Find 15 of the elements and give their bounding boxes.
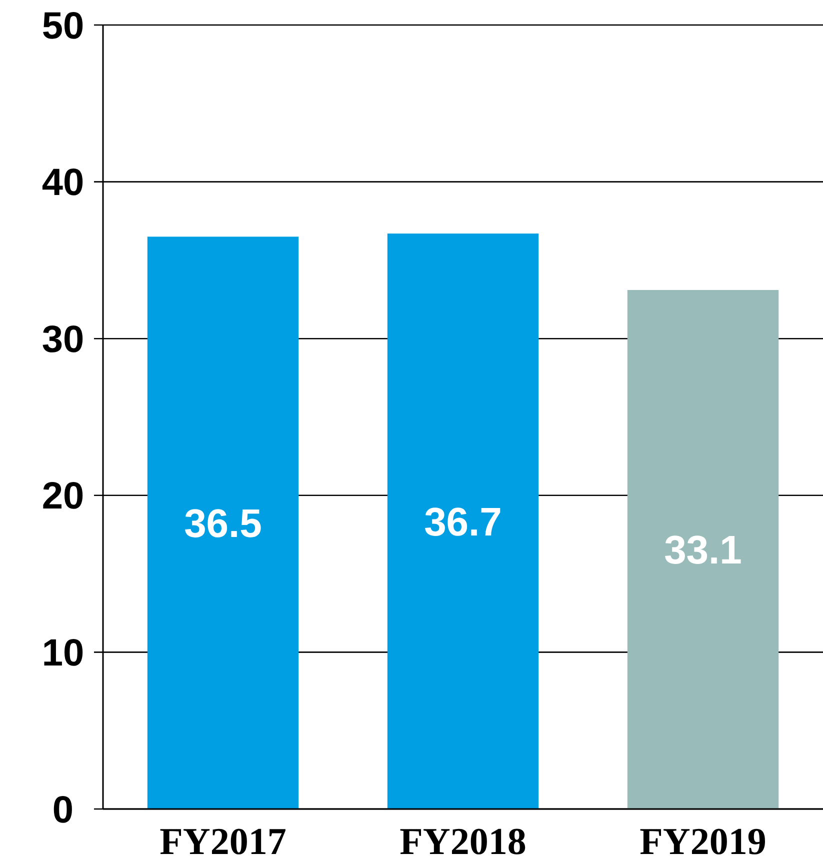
bar <box>147 236 299 809</box>
y-tick-label: 50 <box>42 5 84 48</box>
x-tick-label: FY2019 <box>640 821 766 863</box>
y-tick-label: 30 <box>42 318 84 361</box>
y-tick-label: 40 <box>42 162 84 204</box>
y-tick-label: 0 <box>52 789 74 832</box>
x-tick-label: FY2018 <box>400 821 526 863</box>
data-label: 33.1 <box>664 528 742 572</box>
data-label: 36.5 <box>184 502 262 546</box>
bar <box>387 234 539 809</box>
y-tick-label: 20 <box>42 476 84 518</box>
data-label: 36.7 <box>424 500 502 544</box>
y-tick-label: 10 <box>42 632 84 674</box>
bar <box>627 290 779 809</box>
x-tick-label: FY2017 <box>160 821 286 863</box>
